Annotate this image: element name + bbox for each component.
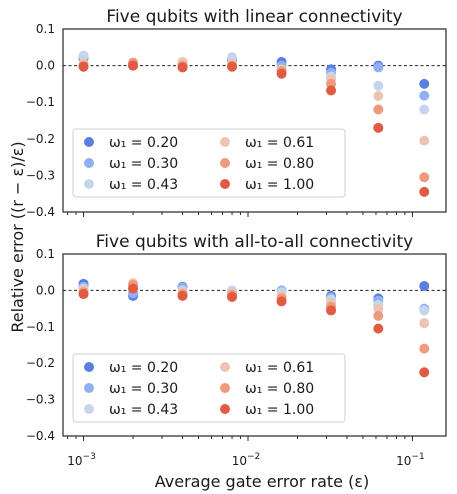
data-point bbox=[419, 135, 430, 146]
panel-title: Five qubits with all-to-all connectivity bbox=[96, 232, 413, 252]
data-point bbox=[419, 281, 430, 292]
y-tick-label: −0.3 bbox=[26, 168, 55, 182]
x-tick-label: 10−3 bbox=[67, 452, 96, 468]
data-point bbox=[419, 343, 430, 354]
data-point bbox=[326, 85, 337, 96]
legend-marker bbox=[84, 362, 94, 372]
plot-frame bbox=[62, 28, 447, 213]
plot-frame bbox=[62, 253, 447, 437]
series-6 bbox=[78, 60, 430, 197]
data-point bbox=[419, 78, 430, 89]
y-tick-label: −0.4 bbox=[26, 205, 55, 219]
legend-label: ω₁ = 0.30 bbox=[109, 156, 178, 172]
panel-title: Five qubits with linear connectivity bbox=[106, 7, 402, 27]
legend-label: ω₁ = 1.00 bbox=[245, 177, 314, 193]
data-point bbox=[227, 291, 238, 302]
data-point bbox=[128, 283, 139, 294]
x-tick-label: 10−2 bbox=[232, 452, 261, 468]
legend-marker bbox=[220, 383, 230, 393]
data-point bbox=[177, 290, 188, 301]
data-point bbox=[177, 62, 188, 73]
data-point bbox=[276, 296, 287, 307]
y-tick-label: 0.0 bbox=[36, 59, 55, 73]
legend-marker bbox=[84, 179, 94, 189]
y-tick-label: 0.1 bbox=[36, 22, 55, 36]
data-point bbox=[78, 50, 89, 61]
legend-marker bbox=[220, 404, 230, 414]
data-point bbox=[128, 60, 139, 71]
legend-marker bbox=[84, 383, 94, 393]
legend-box bbox=[72, 128, 346, 198]
legend-label: ω₁ = 0.30 bbox=[109, 381, 178, 397]
y-tick-label: −0.1 bbox=[26, 320, 55, 334]
data-point bbox=[373, 62, 384, 73]
data-point bbox=[419, 90, 430, 101]
legend-label: ω₁ = 0.61 bbox=[245, 360, 314, 376]
legend-label: ω₁ = 0.20 bbox=[109, 135, 178, 151]
x-tick-label: 10−1 bbox=[396, 452, 425, 468]
legend: ω₁ = 0.20 ω₁ = 0.30 ω₁ = 0.43 ω₁ = 0.61 ω₁ =… bbox=[72, 353, 346, 423]
data-point bbox=[276, 68, 287, 79]
data-point bbox=[419, 305, 430, 316]
data-point bbox=[78, 289, 89, 300]
legend-marker bbox=[220, 158, 230, 168]
legend-marker bbox=[220, 179, 230, 189]
legend-label: ω₁ = 0.43 bbox=[109, 402, 178, 418]
data-point bbox=[373, 104, 384, 115]
y-tick-label: −0.1 bbox=[26, 95, 55, 109]
legend-marker bbox=[84, 404, 94, 414]
data-point bbox=[227, 61, 238, 72]
legend-label: ω₁ = 0.61 bbox=[245, 135, 314, 151]
data-point bbox=[326, 305, 337, 316]
y-tick-label: −0.2 bbox=[26, 132, 55, 146]
legend-label: ω₁ = 0.80 bbox=[245, 381, 314, 397]
data-point bbox=[373, 122, 384, 133]
data-point bbox=[373, 80, 384, 91]
y-tick-label: 0.0 bbox=[36, 283, 55, 297]
data-point bbox=[419, 104, 430, 115]
data-point bbox=[373, 323, 384, 334]
legend-label: ω₁ = 0.43 bbox=[109, 177, 178, 193]
y-axis-label: Relative error ((r − ε)/ε) bbox=[8, 141, 27, 332]
x-axis-label: Average gate error rate (ε) bbox=[155, 472, 370, 491]
panels: Five qubits with linear connectivity 0.1 0… bbox=[26, 7, 447, 468]
data-point bbox=[419, 172, 430, 183]
data-point bbox=[419, 318, 430, 329]
legend-marker bbox=[84, 158, 94, 168]
panel-1: Five qubits with linear connectivity 0.1 0… bbox=[26, 7, 447, 219]
legend-label: ω₁ = 1.00 bbox=[245, 402, 314, 418]
panel-2: Five qubits with all-to-all connectivity… bbox=[26, 232, 447, 443]
legend-label: ω₁ = 0.80 bbox=[245, 156, 314, 172]
legend: ω₁ = 0.20 ω₁ = 0.30 ω₁ = 0.43 ω₁ = 0.61 ω₁ =… bbox=[72, 128, 346, 198]
legend-label: ω₁ = 0.20 bbox=[109, 360, 178, 376]
y-tick-label: −0.3 bbox=[26, 393, 55, 407]
data-point bbox=[373, 310, 384, 321]
series-6 bbox=[78, 283, 430, 378]
legend-marker bbox=[220, 362, 230, 372]
legend-marker bbox=[84, 137, 94, 147]
y-tick-label: −0.2 bbox=[26, 356, 55, 370]
data-point bbox=[373, 90, 384, 101]
y-tick-label: −0.4 bbox=[26, 429, 55, 443]
data-point bbox=[78, 61, 89, 72]
data-point bbox=[419, 186, 430, 197]
legend-marker bbox=[220, 137, 230, 147]
y-tick-label: 0.1 bbox=[36, 247, 55, 261]
data-point bbox=[373, 303, 384, 314]
legend-box bbox=[72, 353, 346, 423]
data-point bbox=[419, 367, 430, 378]
